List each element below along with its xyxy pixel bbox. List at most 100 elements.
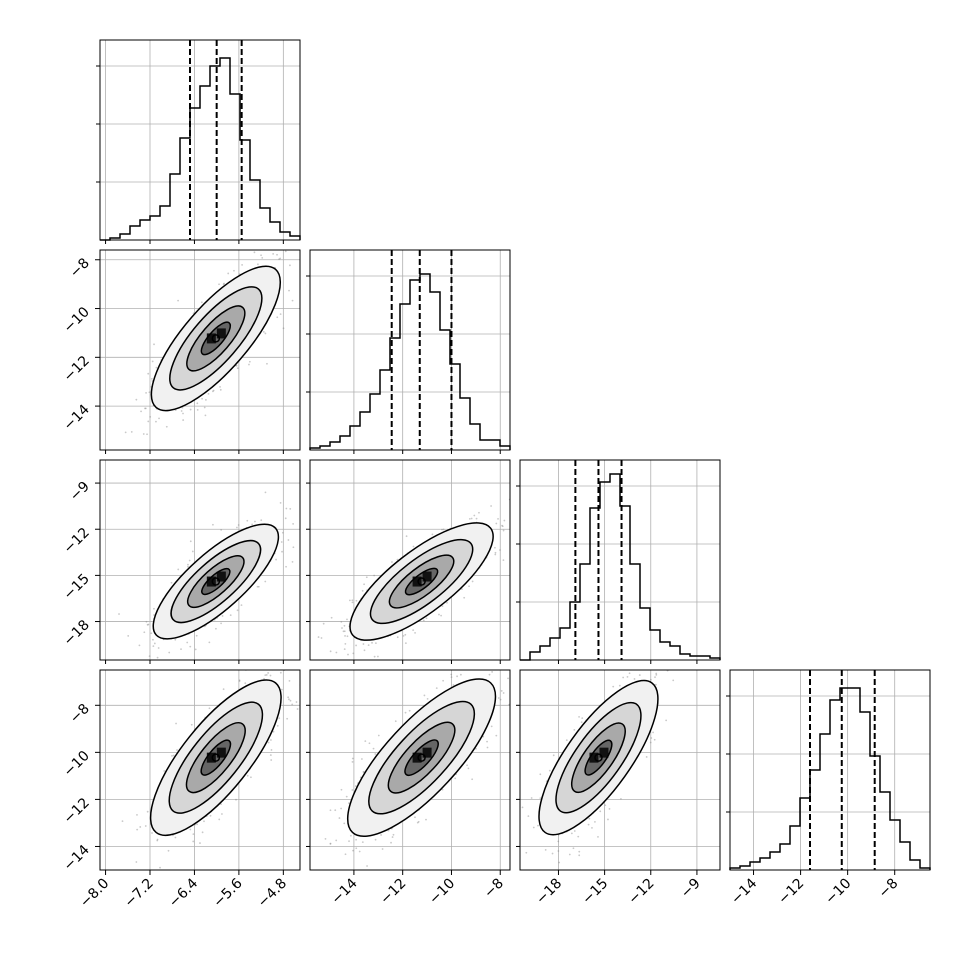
- scatter-point: [466, 764, 468, 767]
- scatter-point: [416, 821, 419, 824]
- scatter-point: [187, 565, 189, 568]
- scatter-point: [200, 301, 203, 304]
- scatter-point: [251, 523, 254, 526]
- scatter-point: [204, 414, 207, 417]
- scatter-point: [261, 256, 264, 259]
- density-peak: [206, 752, 216, 763]
- scatter-point: [412, 545, 415, 548]
- scatter-point: [241, 642, 243, 644]
- contour-line: [201, 567, 231, 596]
- panel-frame: [99, 669, 301, 871]
- scatter-point: [363, 583, 365, 586]
- scatter-point: [404, 711, 407, 714]
- scatter-point: [195, 634, 198, 637]
- scatter-point: [497, 697, 500, 699]
- contour-line: [149, 679, 282, 837]
- scatter-point: [144, 825, 147, 827]
- scatter-point: [286, 717, 289, 720]
- scatter-point: [208, 707, 211, 710]
- panel-3-1: −14 −12 −10 −8: [306, 662, 511, 908]
- scatter-point: [220, 528, 223, 531]
- x-tick-label: −5.6: [210, 875, 245, 910]
- scatter-point: [361, 758, 363, 760]
- scatter-point: [368, 742, 371, 745]
- scatter-point: [441, 788, 444, 791]
- scatter-point: [264, 332, 267, 335]
- scatter-point: [344, 635, 346, 637]
- scatter-point: [371, 641, 373, 644]
- scatter-point: [130, 431, 133, 433]
- scatter-point: [507, 677, 509, 680]
- scatter-point: [544, 849, 547, 851]
- scatter-point: [426, 697, 429, 700]
- scatter-point: [212, 389, 215, 392]
- scatter-point: [381, 848, 384, 850]
- scatter-point: [510, 544, 512, 546]
- scatter-point: [343, 624, 346, 627]
- scatter-point: [486, 740, 488, 743]
- scatter-point: [438, 662, 440, 664]
- scatter-point: [148, 655, 151, 657]
- contour-line: [404, 567, 439, 596]
- scatter-point: [351, 599, 354, 602]
- y-tick-label: −8: [67, 255, 93, 281]
- scatter-point: [365, 576, 368, 579]
- scatter-point: [343, 630, 346, 633]
- scatter-point: [151, 832, 153, 834]
- scatter-point: [289, 636, 291, 638]
- scatter-point: [608, 807, 611, 810]
- scatter-point: [362, 770, 365, 773]
- scatter-point: [301, 677, 303, 679]
- scatter-point: [147, 623, 150, 626]
- contour-line: [186, 555, 245, 609]
- scatter-point: [373, 574, 376, 577]
- scatter-point: [284, 250, 287, 253]
- scatter-point: [351, 757, 354, 760]
- scatter-point: [320, 637, 323, 639]
- scatter-point: [159, 866, 161, 869]
- scatter-point: [316, 645, 318, 647]
- scatter-point: [256, 585, 259, 588]
- scatter-point: [257, 585, 260, 588]
- scatter-point: [474, 662, 476, 664]
- scatter-point: [276, 316, 279, 319]
- scatter-point: [347, 653, 349, 656]
- scatter-point: [260, 254, 262, 257]
- contour-line: [170, 539, 262, 624]
- scatter-point: [203, 820, 205, 823]
- contour-line: [200, 739, 232, 776]
- scatter-point: [269, 754, 272, 756]
- density-peak: [422, 747, 432, 758]
- scatter-point: [220, 622, 222, 625]
- scatter-point: [143, 631, 146, 634]
- scatter-point: [414, 816, 416, 819]
- scatter-point: [495, 734, 498, 737]
- scatter-point: [497, 517, 499, 520]
- scatter-point: [494, 551, 497, 554]
- scatter-point: [177, 568, 180, 571]
- y-tick-label: −12: [61, 353, 93, 385]
- scatter-point: [192, 840, 195, 843]
- scatter-point: [394, 720, 397, 723]
- scatter-point: [292, 546, 295, 549]
- x-tick-label: −4.8: [255, 876, 290, 911]
- y-tick-label: −15: [61, 571, 93, 603]
- scatter-point: [188, 559, 191, 562]
- density-peak: [422, 571, 432, 582]
- scatter-point: [452, 684, 455, 686]
- scatter-point: [279, 671, 282, 674]
- scatter-point: [291, 299, 294, 302]
- scatter-point: [156, 656, 159, 659]
- scatter-point: [128, 670, 130, 672]
- scatter-point: [287, 539, 290, 541]
- scatter-point: [187, 563, 189, 566]
- scatter-point: [319, 217, 321, 219]
- scatter-point: [221, 615, 224, 617]
- scatter-point: [257, 263, 259, 266]
- scatter-point: [233, 269, 235, 272]
- scatter-point: [329, 842, 332, 845]
- scatter-point: [292, 522, 295, 525]
- scatter-point: [156, 839, 159, 842]
- scatter-point: [402, 634, 405, 637]
- scatter-point: [267, 672, 270, 674]
